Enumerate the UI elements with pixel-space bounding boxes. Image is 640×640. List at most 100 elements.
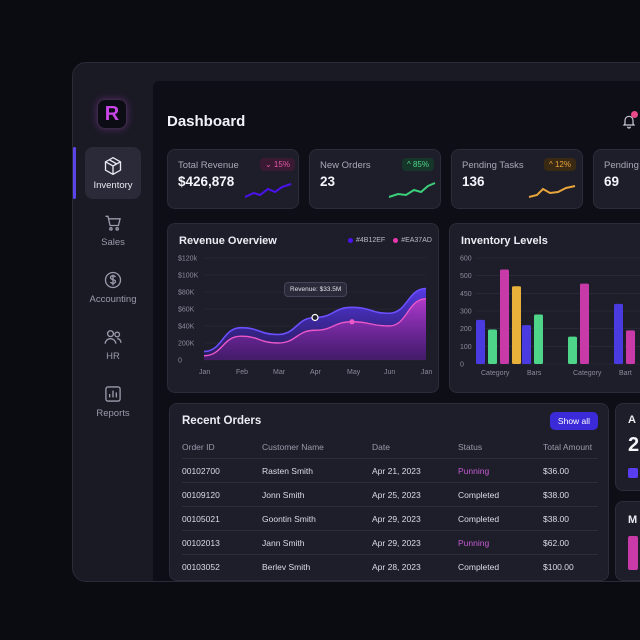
stat-card-total-revenue[interactable]: Total Revenue $426,878 ⌄ 15%	[167, 149, 299, 209]
bar-indigo[interactable]	[476, 319, 485, 364]
table-cell: Apr 29, 2023	[372, 538, 421, 548]
bar-magenta[interactable]	[580, 283, 589, 364]
table-row[interactable]: 00103052 Berlev Smith Apr 28, 2023 Complete…	[182, 554, 598, 578]
x-tick-label: Bart	[619, 370, 632, 377]
active-indicator	[73, 147, 76, 199]
sidebar-item-label: Inventory	[93, 179, 133, 191]
sidebar-item-label: Accounting	[89, 293, 137, 305]
stat-card-new-orders[interactable]: New Orders 23 ^ 85%	[309, 149, 441, 209]
table-cell: $38.00	[543, 490, 569, 500]
mini-card-swatch	[628, 468, 638, 478]
table-cell: 00102700	[182, 466, 220, 476]
bar-yellow[interactable]	[512, 286, 521, 364]
table-cell: Apr 21, 2023	[372, 466, 421, 476]
data-point[interactable]	[349, 319, 355, 325]
users-icon	[104, 329, 122, 344]
x-tick-label: Category	[481, 370, 510, 377]
stat-value: 136	[462, 174, 485, 189]
x-tick-label: Jan	[199, 369, 210, 376]
sidebar-item-reports[interactable]: Reports	[85, 375, 141, 427]
legend-item: #EA37AD	[393, 237, 432, 244]
bar-indigo[interactable]	[522, 325, 531, 364]
bar-green[interactable]	[534, 314, 543, 364]
show-all-button[interactable]: Show all	[550, 412, 598, 430]
table-cell: Punning	[458, 538, 490, 548]
column-header[interactable]: Order ID	[182, 442, 215, 452]
table-cell: Completed	[458, 562, 500, 572]
table-cell: 00102013	[182, 538, 220, 548]
table-cell: Jonn Smith	[262, 490, 305, 500]
inventory-levels-card: Inventory Levels 600 500 450 300 200 100 0 Cate…	[449, 223, 640, 393]
card-title: Revenue Overview	[179, 235, 277, 247]
chart-tooltip: Revenue: $33.5M	[284, 282, 348, 297]
mini-card-value: 2	[628, 434, 640, 456]
table-cell: Completed	[458, 490, 500, 500]
legend-item: #4B12EF	[348, 237, 385, 244]
bar-green[interactable]	[488, 329, 497, 364]
table-row[interactable]: 00105021 Goontin Smith Apr 29, 2023 Complet…	[182, 506, 598, 530]
y-tick-label: 0	[178, 358, 182, 365]
stat-label: Pending Tasks	[462, 160, 524, 171]
stat-value: 23	[320, 174, 336, 189]
table-cell: $36.00	[543, 466, 569, 476]
stat-value: $426,878	[178, 174, 235, 189]
y-tick-label: 600	[460, 256, 472, 263]
sidebar-item-hr[interactable]: HR	[85, 318, 141, 370]
bar-magenta[interactable]	[500, 269, 509, 364]
table-cell: 00109120	[182, 490, 220, 500]
table-row[interactable]: 00109120 Jonn Smith Apr 25, 2023 Completed $…	[182, 482, 598, 506]
table-row[interactable]: 00102013 Jann Smith Apr 29, 2023 Punning $62…	[182, 530, 598, 554]
sidebar-item-accounting[interactable]: Accounting	[85, 261, 141, 313]
table-cell: Jann Smith	[262, 538, 305, 548]
mini-card[interactable]: M	[615, 501, 640, 581]
y-tick-label: 500	[460, 273, 472, 280]
stat-label: New Orders	[320, 160, 371, 171]
bar-indigo[interactable]	[614, 303, 623, 364]
card-title: Recent Orders	[182, 415, 262, 427]
stat-label: Total Revenue	[178, 160, 239, 171]
mini-card-title: M	[628, 514, 638, 526]
x-tick-label: Category	[573, 370, 602, 377]
app-logo[interactable]: R	[97, 99, 127, 129]
inventory-chart[interactable]: 600 500 450 300 200 100 0 Category Bars Category B…	[450, 252, 640, 394]
table-cell: Apr 25, 2023	[372, 490, 421, 500]
revenue-overview-card: Revenue Overview #4B12EF #EA37AD $120k $1…	[167, 223, 439, 393]
table-cell: 00105021	[182, 514, 220, 524]
column-header[interactable]: Date	[372, 442, 390, 452]
stat-badge: ^ 12%	[544, 158, 576, 171]
y-tick-label: $60K	[178, 307, 195, 314]
y-tick-label: 200	[460, 326, 472, 333]
stat-card-pending-tasks[interactable]: Pending Tasks 136 ^ 12%	[451, 149, 583, 209]
table-cell: $38.00	[543, 514, 569, 524]
stat-card-pending[interactable]: Pending 69	[593, 149, 640, 209]
y-tick-label: $100K	[178, 273, 199, 280]
mini-card[interactable]: A 2	[615, 403, 640, 491]
bar-chart-icon	[105, 385, 121, 402]
sidebar-item-label: Reports	[96, 407, 130, 419]
main-content: Dashboard Total Revenue $426,878 ⌄ 15% N…	[153, 81, 640, 581]
table-cell: 00103052	[182, 562, 220, 572]
data-point-highlight[interactable]	[311, 313, 319, 322]
y-tick-label: 200K	[178, 341, 195, 348]
table-cell: Apr 28, 2023	[372, 562, 421, 572]
column-header[interactable]: Status	[458, 442, 483, 452]
table-cell: Apr 29, 2023	[372, 514, 421, 524]
stat-badge: ^ 85%	[402, 158, 434, 171]
column-header[interactable]: Total Amount	[543, 442, 593, 452]
sidebar: R Inventory Sales Accounting HR Reports	[73, 63, 153, 581]
table-row[interactable]: 00102700 Rasten Smith Apr 21, 2023 Punning $…	[182, 458, 598, 482]
sparkline	[388, 182, 436, 198]
bar-magenta[interactable]	[626, 330, 635, 364]
sidebar-item-inventory[interactable]: Inventory	[85, 147, 141, 199]
revenue-chart[interactable]: $120k $100K $80K $60K $40K 200K 0 Jan Feb Mar Apr M…	[168, 252, 440, 394]
bar-green[interactable]	[568, 336, 577, 364]
table-cell: Goontin Smith	[262, 514, 316, 524]
y-tick-label: 300	[460, 309, 472, 316]
notification-dot	[631, 111, 638, 118]
table-cell: Completed	[458, 514, 500, 524]
dollar-icon	[104, 271, 122, 288]
column-header[interactable]: Customer Name	[262, 442, 324, 452]
sidebar-item-label: HR	[106, 350, 120, 362]
sidebar-item-sales[interactable]: Sales	[85, 204, 141, 256]
sparkline	[244, 183, 292, 198]
